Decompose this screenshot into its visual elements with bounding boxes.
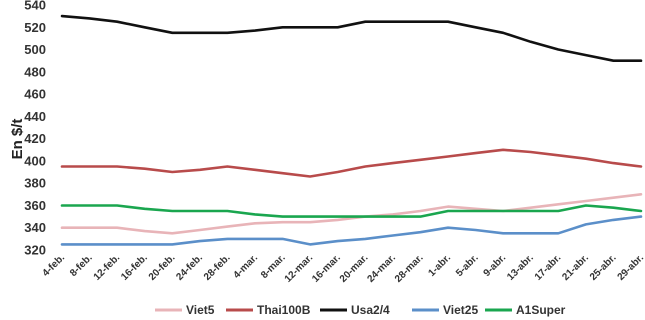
x-tick-label: 12-feb.: [92, 252, 123, 283]
legend-label-usa2-4: Usa2/4: [351, 303, 390, 317]
legend: Viet5 Thai100B Usa2/4 Viet25 A1Super: [155, 303, 566, 317]
x-tick-label: 17-abr.: [533, 252, 564, 283]
y-tick-label: 340: [24, 220, 46, 235]
x-tick-label: 16-mar.: [310, 252, 343, 285]
x-tick-label: 20-mar.: [338, 252, 371, 285]
x-tick-label: 29-abr.: [616, 252, 645, 283]
legend-label-viet5: Viet5: [186, 303, 215, 317]
x-tick-label: 25-abr.: [588, 252, 619, 283]
x-tick-label: 28-feb.: [202, 252, 233, 283]
y-tick-label: 520: [24, 20, 46, 35]
legend-label-viet25: Viet25: [443, 303, 478, 317]
y-tick-label: 420: [24, 131, 46, 146]
x-tick-label: 4-mar.: [232, 252, 261, 281]
legend-label-thai100b: Thai100B: [257, 303, 311, 317]
x-tick-label: 20-feb.: [147, 252, 178, 283]
y-tick-label: 320: [24, 243, 46, 258]
y-tick-label: 460: [24, 87, 46, 102]
y-tick-label: 500: [24, 42, 46, 57]
x-tick-label: 5-abr.: [454, 252, 481, 279]
x-tick-label: 12-mar.: [283, 252, 316, 285]
series-line-viet5: [60, 193, 643, 235]
x-tick-label: 28-mar.: [393, 252, 426, 285]
y-tick-label: 360: [24, 198, 46, 213]
x-axis-ticks: 4-feb. 8-feb.12-feb.16-feb.20-feb.24-feb.…: [40, 252, 645, 285]
x-tick-label: 24-feb.: [174, 252, 205, 283]
series-line-a1super: [60, 204, 643, 218]
y-tick-label: 540: [24, 0, 46, 13]
y-axis-ticks: 320 340 360 380 400 420 440 460 480 500 520 540: [24, 0, 46, 258]
series-line-viet25: [60, 215, 643, 246]
series-lines: [60, 14, 643, 246]
legend-label-a1super: A1Super: [516, 303, 566, 317]
x-tick-label: 16-feb.: [119, 252, 150, 283]
y-tick-label: 480: [24, 64, 46, 79]
x-tick-label: 21-abr.: [560, 252, 591, 283]
x-tick-label: 13-abr.: [505, 252, 536, 283]
x-tick-label: 24-mar.: [365, 252, 398, 285]
y-axis-label: En $/t: [9, 119, 26, 160]
y-tick-label: 380: [24, 176, 46, 191]
y-tick-label: 440: [24, 109, 46, 124]
y-tick-label: 400: [24, 153, 46, 168]
series-line-thai100b: [60, 148, 643, 178]
x-tick-label: 1-abr.: [426, 252, 453, 279]
series-line-usa2-4: [60, 14, 643, 63]
